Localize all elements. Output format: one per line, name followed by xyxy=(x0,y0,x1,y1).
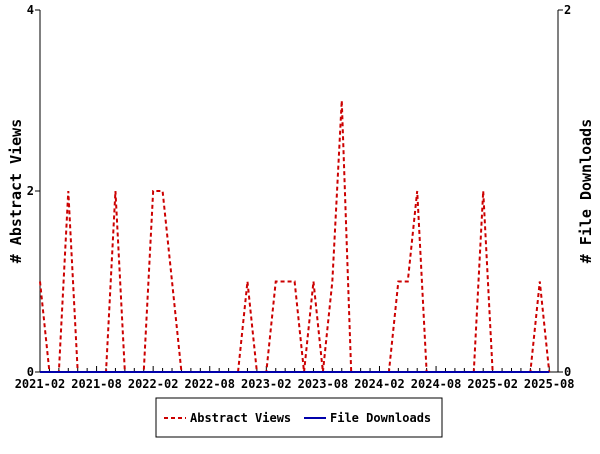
x-tick-label: 2023-08 xyxy=(298,377,349,391)
y2-axis-label: # File Downloads xyxy=(577,119,595,264)
y-tick-label: 0 xyxy=(27,365,34,379)
x-tick-label: 2025-08 xyxy=(524,377,575,391)
x-tick-label: 2021-02 xyxy=(15,377,66,391)
x-tick-label: 2022-08 xyxy=(184,377,235,391)
y2-tick-label: 2 xyxy=(564,3,571,17)
x-tick-label: 2023-02 xyxy=(241,377,292,391)
y-axis-label: # Abstract Views xyxy=(7,119,25,264)
legend-label-file-downloads: File Downloads xyxy=(330,411,431,425)
y-tick-label: 4 xyxy=(27,3,34,17)
legend-label-abstract-views: Abstract Views xyxy=(190,411,291,425)
x-tick-label: 2025-02 xyxy=(467,377,518,391)
series-lines xyxy=(39,100,551,373)
series-line-abstract-views xyxy=(39,100,551,373)
x-tick-label: 2022-02 xyxy=(128,377,179,391)
y2-tick-label: 0 xyxy=(564,365,571,379)
x-tick-label: 2024-02 xyxy=(354,377,405,391)
x-tick-label: 2024-08 xyxy=(411,377,462,391)
x-tick-label: 2021-08 xyxy=(71,377,122,391)
legend: Abstract Views File Downloads xyxy=(155,397,443,438)
legend-box xyxy=(155,397,443,438)
y-tick-label: 2 xyxy=(27,184,34,198)
